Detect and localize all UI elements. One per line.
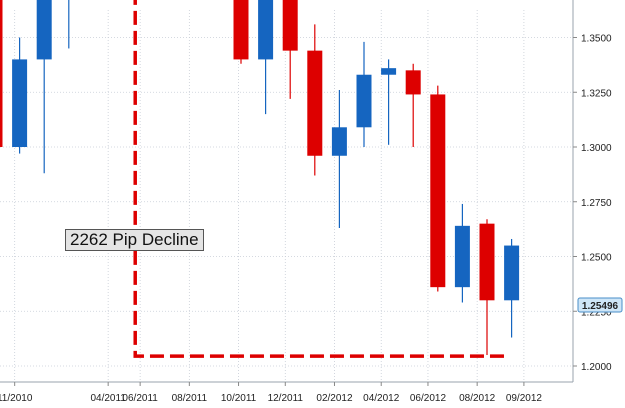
x-tick-label: 08/2011 [172, 393, 208, 404]
candle-body [504, 245, 520, 301]
candle [331, 90, 347, 229]
y-tick-label: 1.2000 [581, 362, 612, 373]
candle [381, 59, 397, 145]
y-tick-label: 1.3000 [581, 143, 612, 154]
candle [307, 24, 323, 176]
candle [258, 0, 274, 115]
candle-body [479, 223, 495, 301]
candle-body [282, 0, 298, 51]
y-tick-label: 1.2250 [581, 307, 612, 318]
current-price-tag-text: 1.25496 [582, 301, 619, 312]
grid [0, 10, 573, 382]
candle [454, 203, 470, 303]
x-tick-label: 06/2011 [122, 393, 158, 404]
candle-body [454, 225, 470, 288]
candle-body [307, 50, 323, 156]
y-tick-label: 1.2750 [581, 198, 612, 209]
x-tick-label: 08/2012 [459, 393, 496, 404]
candle-body [381, 68, 397, 75]
current-price-tag: 1.25496 [577, 297, 623, 313]
y-tick-label: 1.3500 [581, 34, 612, 45]
candle [430, 85, 446, 292]
x-tick-label: 11/2010 [0, 393, 33, 404]
candle [233, 0, 249, 64]
candle-body [36, 0, 52, 60]
decline-label: 2262 Pip Decline [65, 229, 204, 251]
y-tick-label: 1.3250 [581, 88, 612, 99]
x-tick-label: 06/2012 [410, 393, 447, 404]
candles [0, 0, 520, 356]
candle [68, 0, 70, 49]
decline-annotation [133, 0, 507, 358]
x-tick-label: 04/2011 [90, 393, 126, 404]
candle-body [233, 0, 249, 60]
candle [0, 0, 3, 148]
y-tick-label: 1.2500 [581, 253, 612, 264]
x-tick-label: 12/2011 [268, 393, 304, 404]
current-price-tag-box [577, 297, 623, 313]
candle [36, 0, 52, 174]
x-tick-label: 02/2012 [316, 393, 353, 404]
candle-body [12, 59, 28, 147]
decline-dashed-line [133, 0, 507, 358]
y-axis-ticks: 1.50001.47501.45001.42501.40001.37501.35… [573, 34, 612, 373]
candle-body [0, 0, 3, 148]
candle-body [430, 94, 446, 288]
candle-body [356, 74, 372, 128]
candle [504, 238, 520, 338]
candle [479, 219, 495, 356]
candle-body [405, 70, 421, 95]
candle-body [331, 127, 347, 156]
x-tick-label: 09/2012 [506, 393, 543, 404]
x-tick-label: 04/2012 [363, 393, 400, 404]
candle [405, 63, 421, 147]
candle-body [258, 0, 274, 60]
x-tick-label: 10/2011 [221, 393, 257, 404]
candle [356, 41, 372, 147]
candle [12, 37, 28, 154]
candle [282, 0, 298, 99]
